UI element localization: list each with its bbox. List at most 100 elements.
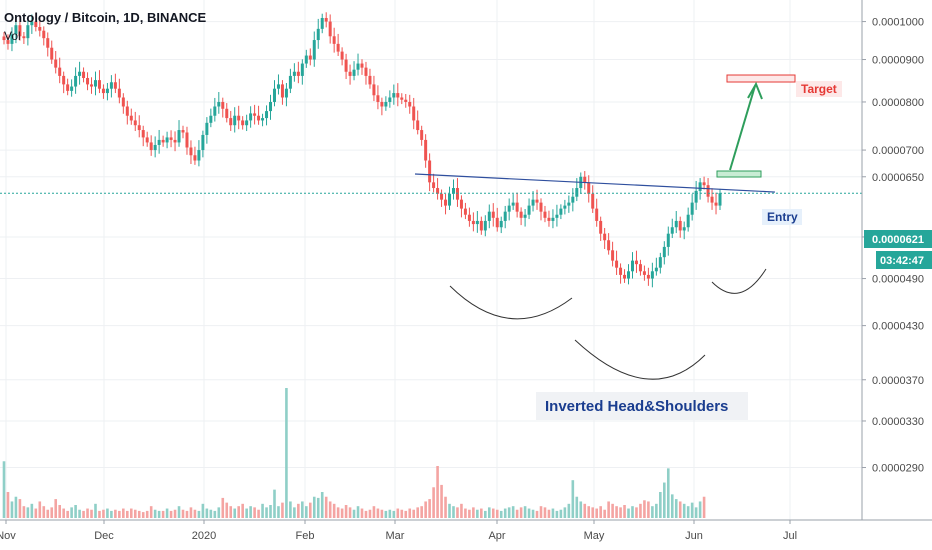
price-tick-label: 0.0000290 [872, 463, 924, 475]
candle-body [475, 220, 479, 225]
volume-bar [249, 506, 252, 518]
candle-body [583, 176, 587, 183]
candle-body [74, 75, 78, 87]
target-arrow[interactable] [729, 85, 756, 171]
candle-body [284, 88, 288, 98]
volume-bar [603, 509, 606, 518]
volume-bar [285, 388, 288, 518]
time-axis[interactable]: Nov Dec 2020 Feb Mar Apr May Jun Jul [0, 520, 797, 542]
candle-body [288, 75, 292, 89]
candle-body [638, 264, 642, 272]
time-tick-label: Jul [783, 530, 797, 542]
price-tick-label: 0.0000370 [872, 375, 924, 387]
neckline[interactable] [414, 173, 776, 193]
candle-body [607, 240, 611, 251]
volume-bar [404, 510, 408, 518]
candle-body [340, 51, 344, 60]
candle-body [710, 196, 714, 203]
candle-body [185, 132, 189, 148]
candle-body [300, 63, 304, 76]
candle-body [193, 155, 197, 161]
price-tick-label: 0.0001000 [872, 17, 924, 29]
volume-bar [579, 501, 583, 518]
drawings[interactable] [0, 74, 862, 380]
candle-body [113, 82, 117, 89]
candle-body [253, 113, 257, 116]
volume-bar [519, 507, 523, 518]
candle-body [336, 43, 340, 52]
candle-body [543, 211, 547, 218]
volume-bar [308, 502, 312, 518]
target-box[interactable] [726, 74, 796, 83]
pattern-label[interactable]: Inverted Head&Shoulders [545, 398, 728, 415]
volume-bar [666, 468, 670, 518]
volume-bar [54, 499, 58, 518]
left-shoulder-curve[interactable] [449, 285, 573, 320]
volume-bar [380, 509, 384, 518]
volume-bar [253, 507, 256, 518]
candle-body [205, 122, 209, 135]
target-label[interactable]: Target [801, 82, 837, 96]
volume-bar [663, 482, 666, 518]
entry-box[interactable] [716, 170, 762, 178]
candle-body [630, 260, 634, 272]
candle-body [658, 257, 662, 268]
volume-bar [213, 510, 217, 518]
candle-body [125, 106, 129, 116]
volume-bar [571, 480, 575, 518]
candle-body [440, 193, 444, 200]
volume-bar [42, 506, 46, 518]
candle-body [567, 202, 571, 206]
volume-bar [686, 506, 690, 518]
candle-body [145, 137, 149, 143]
candle-body [201, 134, 205, 151]
volume-bar [702, 496, 706, 518]
head-curve[interactable] [574, 339, 706, 380]
volume-bar [428, 499, 431, 518]
candle-body [559, 208, 563, 215]
time-tick-label: Nov [0, 530, 16, 542]
candle-body [34, 21, 38, 28]
volume-bar [297, 503, 300, 518]
candle-body [356, 63, 360, 70]
volume-bar [46, 509, 50, 518]
candle-body [706, 185, 710, 197]
target-label-bg [796, 81, 842, 97]
volume-bar [269, 505, 272, 518]
volume-bar [372, 506, 376, 518]
candle-body [674, 220, 678, 228]
candle-body [237, 115, 241, 121]
candle-body [332, 36, 336, 44]
candle-body [304, 55, 308, 64]
candle-body [368, 75, 372, 85]
volume-bar [352, 509, 356, 518]
volume-bar [197, 510, 201, 518]
candle-body [261, 118, 265, 121]
volume-bar [499, 510, 503, 518]
volume-bar [690, 502, 694, 518]
volume-bar [129, 508, 133, 518]
price-tick-label: 0.0000700 [872, 145, 924, 157]
volume-bar [229, 506, 233, 518]
candle-body [463, 208, 467, 215]
volume-bar [86, 508, 89, 518]
right-shoulder-curve[interactable] [711, 268, 767, 294]
entry-label[interactable]: Entry [767, 210, 798, 224]
candle-body [662, 246, 666, 258]
candle-body [292, 71, 296, 76]
candle-body [424, 139, 428, 161]
price-axis[interactable]: 0.0001000 0.0000900 0.0000800 0.0000700 0.00… [862, 17, 924, 475]
symbol-legend[interactable]: Ontology / Bitcoin, 1D, BINANCE [4, 10, 207, 25]
volume-bar [364, 510, 368, 518]
volume-bar [126, 510, 129, 518]
volume-bar [312, 496, 316, 518]
candles [2, 12, 722, 288]
time-tick-label: Mar [386, 530, 405, 542]
volume-legend[interactable]: Vol [4, 29, 21, 43]
candle-body [105, 88, 109, 94]
volume-bar [273, 489, 276, 518]
countdown-bg [876, 251, 932, 269]
candle-body [225, 108, 229, 119]
candle-body [324, 17, 328, 22]
